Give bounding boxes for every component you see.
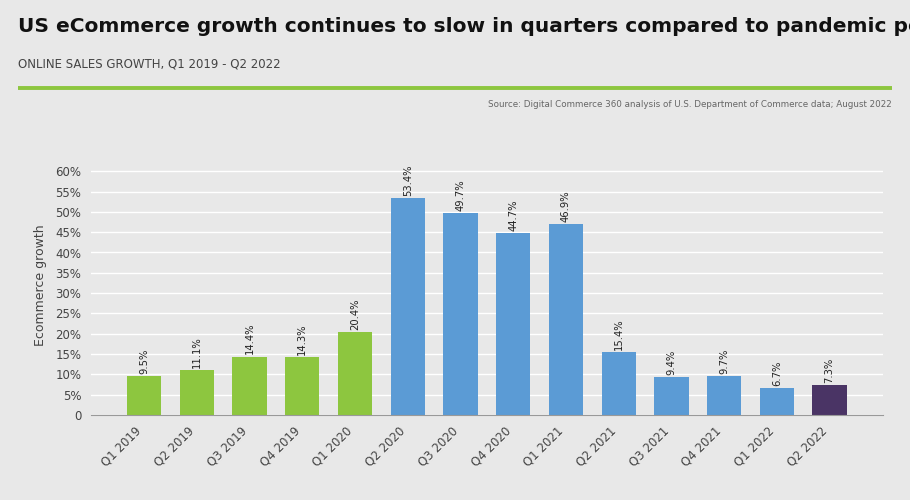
Text: 46.9%: 46.9% [561,191,571,222]
Text: 9.4%: 9.4% [666,350,676,375]
Text: 6.7%: 6.7% [772,360,782,386]
Bar [338,332,372,415]
Text: 9.5%: 9.5% [139,349,149,374]
Text: US eCommerce growth continues to slow in quarters compared to pandemic periods: US eCommerce growth continues to slow in… [18,18,910,36]
Bar [232,356,267,415]
Bar [602,352,636,415]
Text: ONLINE SALES GROWTH, Q1 2019 - Q2 2022: ONLINE SALES GROWTH, Q1 2019 - Q2 2022 [18,58,281,70]
Text: 14.3%: 14.3% [298,324,308,355]
Text: 14.4%: 14.4% [245,323,255,354]
Y-axis label: Ecommerce growth: Ecommerce growth [34,224,47,346]
Text: 11.1%: 11.1% [192,336,202,368]
Text: 53.4%: 53.4% [403,164,413,196]
Bar [285,357,319,415]
Text: 49.7%: 49.7% [456,180,466,211]
Bar [496,234,531,415]
Bar [390,198,425,415]
Bar [707,376,742,415]
Text: 15.4%: 15.4% [613,319,623,350]
Bar [179,370,214,415]
Text: 44.7%: 44.7% [508,200,518,232]
Text: 7.3%: 7.3% [824,358,834,384]
Text: Source: Digital Commerce 360 analysis of U.S. Department of Commerce data; Augus: Source: Digital Commerce 360 analysis of… [488,100,892,109]
Bar [127,376,161,415]
Bar [813,386,846,415]
Bar [549,224,583,415]
Bar [443,213,478,415]
Bar [760,388,794,415]
Bar [654,377,689,415]
Text: 20.4%: 20.4% [350,298,360,330]
Text: 9.7%: 9.7% [719,348,729,374]
